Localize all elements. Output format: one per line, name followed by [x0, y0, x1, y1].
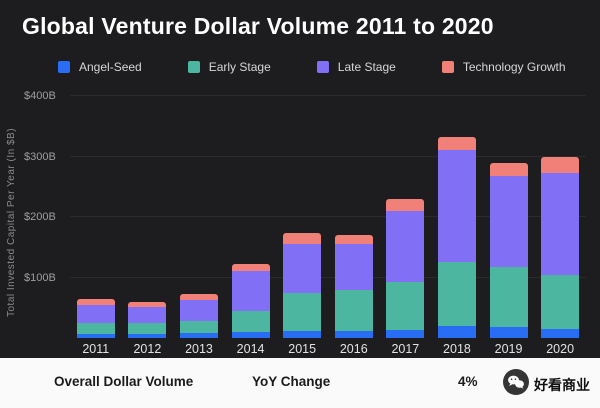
bar-segment-technology-growth	[489, 162, 528, 176]
bar-segment-angel-seed	[386, 329, 425, 338]
legend-label: Angel-Seed	[79, 60, 142, 74]
bar-segment-angel-seed	[128, 333, 167, 338]
y-tick-label: $400B	[24, 90, 56, 102]
bar-segment-early-stage	[334, 289, 373, 331]
yoy-change-label: YoY Change	[252, 374, 331, 389]
bar-segment-angel-seed	[489, 327, 528, 338]
x-tick-label: 2016	[339, 342, 368, 356]
bar-segment-early-stage	[386, 282, 425, 330]
legend-label: Early Stage	[208, 60, 271, 74]
bar-segment-late-stage	[283, 243, 322, 294]
bar-segment-angel-seed	[179, 333, 218, 338]
gridline	[70, 155, 586, 157]
x-tick-label: 2011	[82, 342, 110, 356]
bar-2013	[179, 294, 218, 338]
overall-dollar-volume-label: Overall Dollar Volume	[54, 374, 194, 389]
bar-segment-early-stage	[437, 262, 476, 326]
bar-segment-technology-growth	[437, 137, 476, 151]
brand-name: 好看商业	[534, 376, 590, 393]
bar-2011	[76, 298, 115, 338]
legend-label: Late Stage	[337, 60, 396, 74]
bar-segment-technology-growth	[231, 264, 270, 272]
x-tick-label: 2013	[185, 342, 213, 356]
bar-segment-technology-growth	[283, 232, 322, 244]
legend-item-technology-growth: Technology Growth	[441, 60, 566, 74]
footer-bar: Overall Dollar Volume YoY Change 4% 好看商业	[0, 358, 600, 408]
gridlines	[70, 95, 586, 338]
bar-segment-angel-seed	[76, 333, 115, 338]
x-tick-label: 2020	[546, 342, 575, 356]
bar-segment-early-stage	[76, 322, 115, 334]
x-axis-labels: 2011 2012 2013 2014 2015 2016 2017 2018 2019 2020	[70, 342, 586, 356]
bar-segment-angel-seed	[437, 325, 476, 338]
bar-segment-technology-growth	[541, 156, 580, 173]
ytick-labels: $100B $200B $300B $400B	[24, 90, 586, 338]
bar-2017	[386, 198, 425, 338]
bar-segment-late-stage	[76, 304, 115, 323]
bar-2012	[128, 301, 167, 338]
bar-segment-early-stage	[128, 322, 167, 334]
bar-2016	[334, 235, 373, 338]
bar-segment-early-stage	[283, 293, 322, 331]
y-tick-label: $200B	[24, 211, 56, 223]
x-tick-label: 2019	[494, 342, 523, 356]
bar-segment-technology-growth	[179, 294, 218, 300]
bar-2014	[231, 264, 270, 338]
bar-segment-late-stage	[179, 299, 218, 322]
bar-segment-technology-growth	[386, 198, 425, 211]
y-tick-label: $300B	[24, 150, 56, 163]
y-axis-title: Total Invested Capital Per Year (In $B)	[6, 127, 17, 317]
legend-swatch	[187, 61, 200, 73]
bar-2019	[489, 162, 528, 338]
bar-segment-late-stage	[334, 244, 373, 290]
legend: Angel-Seed Early Stage Late Stage Technolog…	[58, 60, 566, 74]
wechat-icon	[503, 369, 529, 400]
bar-segment-late-stage	[489, 175, 528, 267]
legend-swatch	[58, 61, 70, 73]
bar-2018	[437, 137, 476, 338]
bar-segment-angel-seed	[334, 330, 373, 338]
bar-segment-late-stage	[437, 150, 476, 263]
bar-segment-angel-seed	[283, 330, 322, 338]
legend-item-late-stage: Late Stage	[316, 60, 396, 74]
bar-segment-late-stage	[541, 172, 580, 275]
gridline	[70, 216, 586, 217]
gridline	[70, 276, 586, 278]
gridline	[70, 95, 586, 96]
bar-2020	[541, 156, 580, 338]
bar-segment-angel-seed	[541, 328, 580, 338]
bar-2015	[283, 232, 322, 338]
legend-swatch	[441, 61, 454, 73]
chart-panel: Global Venture Dollar Volume 2011 to 202…	[0, 0, 600, 358]
legend-item-early-stage: Early Stage	[187, 60, 271, 74]
bar-segment-early-stage	[231, 310, 270, 332]
legend-item-angel-seed: Angel-Seed	[58, 60, 142, 74]
x-tick-label: 2018	[443, 342, 471, 356]
x-tick-label: 2017	[391, 342, 420, 356]
bar-segment-technology-growth	[128, 301, 167, 307]
bar-segment-angel-seed	[231, 331, 270, 338]
bars	[70, 96, 586, 338]
chart-title: Global Venture Dollar Volume 2011 to 202…	[22, 13, 494, 39]
bar-segment-technology-growth	[334, 235, 373, 245]
brand-logo: 好看商业	[503, 369, 590, 400]
bar-segment-late-stage	[386, 210, 425, 283]
bar-segment-technology-growth	[76, 298, 115, 305]
legend-label: Technology Growth	[462, 60, 566, 74]
bar-segment-early-stage	[489, 266, 528, 328]
bar-segment-late-stage	[231, 271, 270, 311]
bar-segment-late-stage	[128, 306, 167, 323]
bar-segment-early-stage	[179, 321, 218, 334]
x-tick-label: 2012	[133, 342, 162, 356]
y-tick-label: $100B	[24, 271, 56, 284]
yoy-change-value: 4%	[458, 374, 478, 389]
bar-segment-early-stage	[541, 274, 580, 329]
x-tick-label: 2014	[236, 342, 265, 356]
legend-swatch	[316, 61, 329, 73]
plot-area: $100B $200B $300B $400B	[24, 90, 586, 338]
x-tick-label: 2015	[288, 342, 317, 356]
